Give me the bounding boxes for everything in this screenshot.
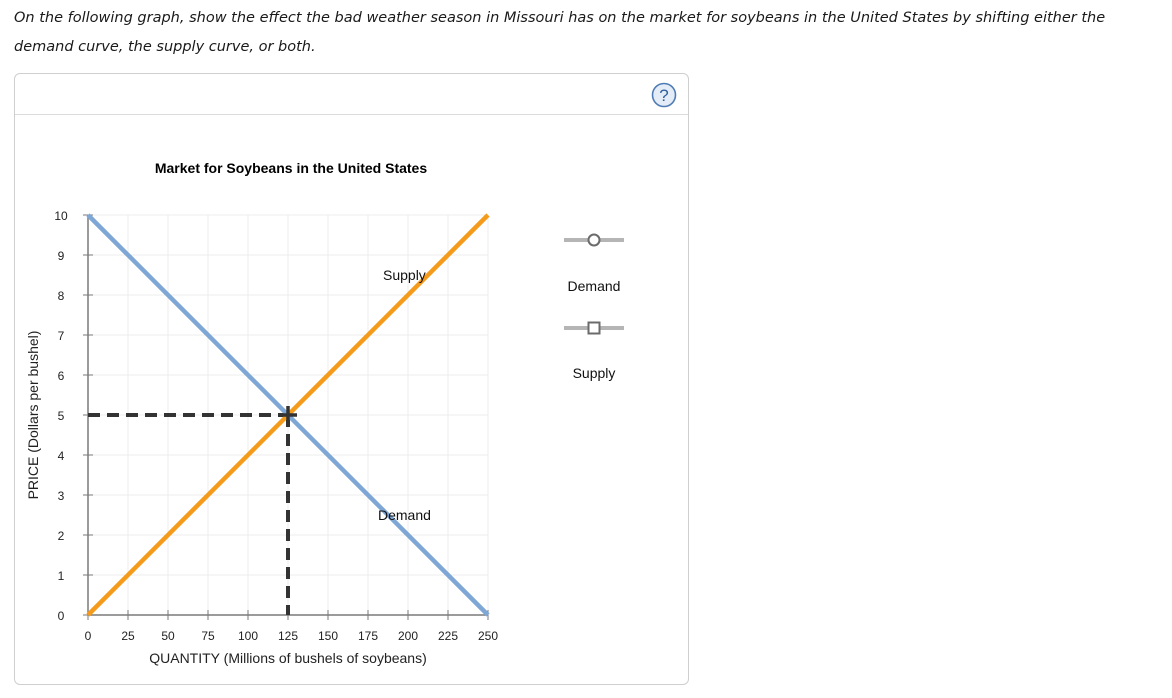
question-prompt: On the following graph, show the effect … [14,10,1106,55]
x-tick-label: 150 [318,629,338,643]
x-tick-label: 250 [478,629,498,643]
x-tick-label: 0 [85,629,92,643]
x-axis-ticks: 0 25 50 75 100 125 150 175 200 225 250 [85,610,498,643]
y-tick-label: 3 [58,489,65,503]
supply-curve-tool[interactable]: Supply [564,321,624,382]
legend-demand-label: Demand [568,278,621,294]
demand-curve-label: Demand [378,507,431,523]
y-tick-label: 2 [58,529,65,543]
legend: Demand Supply [564,233,624,382]
x-tick-label: 175 [358,629,378,643]
x-axis-label: QUANTITY (Millions of bushels of soybean… [149,650,427,666]
supply-curve-label: Supply [383,267,426,283]
help-button[interactable]: ? [651,82,677,108]
svg-text:?: ? [659,86,668,105]
x-tick-label: 125 [278,629,298,643]
y-tick-label: 0 [58,609,65,623]
y-tick-label: 10 [54,209,68,223]
y-tick-label: 4 [58,449,65,463]
x-tick-label: 200 [398,629,418,643]
supply-curve-tool-icon [564,321,624,335]
y-tick-label: 6 [58,369,65,383]
y-axis-ticks: 0 1 2 3 4 5 6 7 8 9 10 [54,209,93,623]
demand-curve-tool-icon [564,233,624,247]
legend-supply-label: Supply [573,365,616,381]
question-circle-icon: ? [651,82,677,108]
x-tick-label: 75 [201,629,215,643]
y-tick-label: 5 [58,409,65,423]
chart-title: Market for Soybeans in the United States [155,160,427,176]
x-tick-label: 25 [121,629,135,643]
y-tick-label: 7 [58,329,65,343]
x-tick-label: 50 [161,629,175,643]
demand-curve-tool[interactable]: Demand [564,233,624,295]
equilibrium-point[interactable] [279,406,297,424]
panel-header: ? [15,74,688,115]
graph-panel: ? [14,73,689,685]
equilibrium-guides [88,413,290,615]
y-tick-label: 1 [58,569,65,583]
y-axis-label: PRICE (Dollars per bushel) [25,331,41,500]
y-tick-label: 8 [58,289,65,303]
x-tick-label: 100 [238,629,258,643]
x-tick-label: 225 [438,629,458,643]
y-tick-label: 9 [58,249,65,263]
